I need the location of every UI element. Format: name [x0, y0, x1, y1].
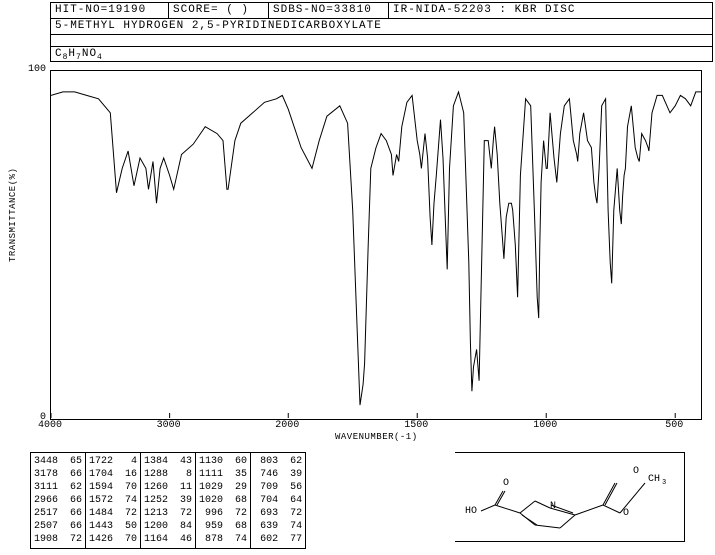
compound-name: 5-METHYL HYDROGEN 2,5-PYRIDINEDICARBOXYL… [50, 18, 713, 34]
hit-no-cell: HIT-NO=19190 [51, 3, 169, 18]
peak-table: 3448 653178 663111 622966 662517 662507 … [30, 452, 306, 549]
blank-row [50, 34, 713, 46]
peak-column: 803 62 746 39 709 56 704 64 693 72 639 7… [250, 452, 306, 549]
molecule-structure: HO O N O O CH3 [455, 452, 685, 542]
peak-column: 3448 653178 663111 622966 662517 662507 … [30, 452, 85, 549]
x-tick: 1000 [525, 420, 565, 431]
x-tick: 3000 [149, 420, 189, 431]
svg-text:HO: HO [465, 506, 477, 517]
spectrum-chart [50, 70, 702, 420]
x-axis-label: WAVENUMBER(-1) [335, 432, 418, 442]
svg-text:O: O [633, 466, 639, 477]
ir-info-cell: IR-NIDA-52203 : KBR DISC [389, 3, 712, 18]
x-tick: 2000 [267, 420, 307, 431]
svg-text:N: N [550, 501, 556, 512]
y-axis-label: TRANSMITTANCE(%) [8, 168, 18, 262]
header-row: HIT-NO=19190 SCORE= ( ) SDBS-NO=33810 IR… [50, 2, 713, 18]
svg-text:O: O [623, 508, 629, 519]
svg-text:CH: CH [648, 474, 660, 485]
svg-text:3: 3 [662, 479, 666, 487]
svg-text:O: O [503, 478, 509, 489]
x-tick: 500 [654, 420, 694, 431]
sdbs-no-cell: SDBS-NO=33810 [269, 3, 389, 18]
peak-column: 1130 601111 351029 291020 68 996 72 959 … [195, 452, 250, 549]
peak-column: 1384 431288 81260 111252 391213 721200 8… [140, 452, 195, 549]
formula: C8H7NO4 [50, 46, 713, 62]
x-tick: 4000 [30, 420, 70, 431]
y-tick: 100 [26, 64, 46, 75]
peak-column: 1722 41704 161594 701572 741484 721443 5… [85, 452, 140, 549]
x-tick: 1500 [396, 420, 436, 431]
score-cell: SCORE= ( ) [169, 3, 269, 18]
